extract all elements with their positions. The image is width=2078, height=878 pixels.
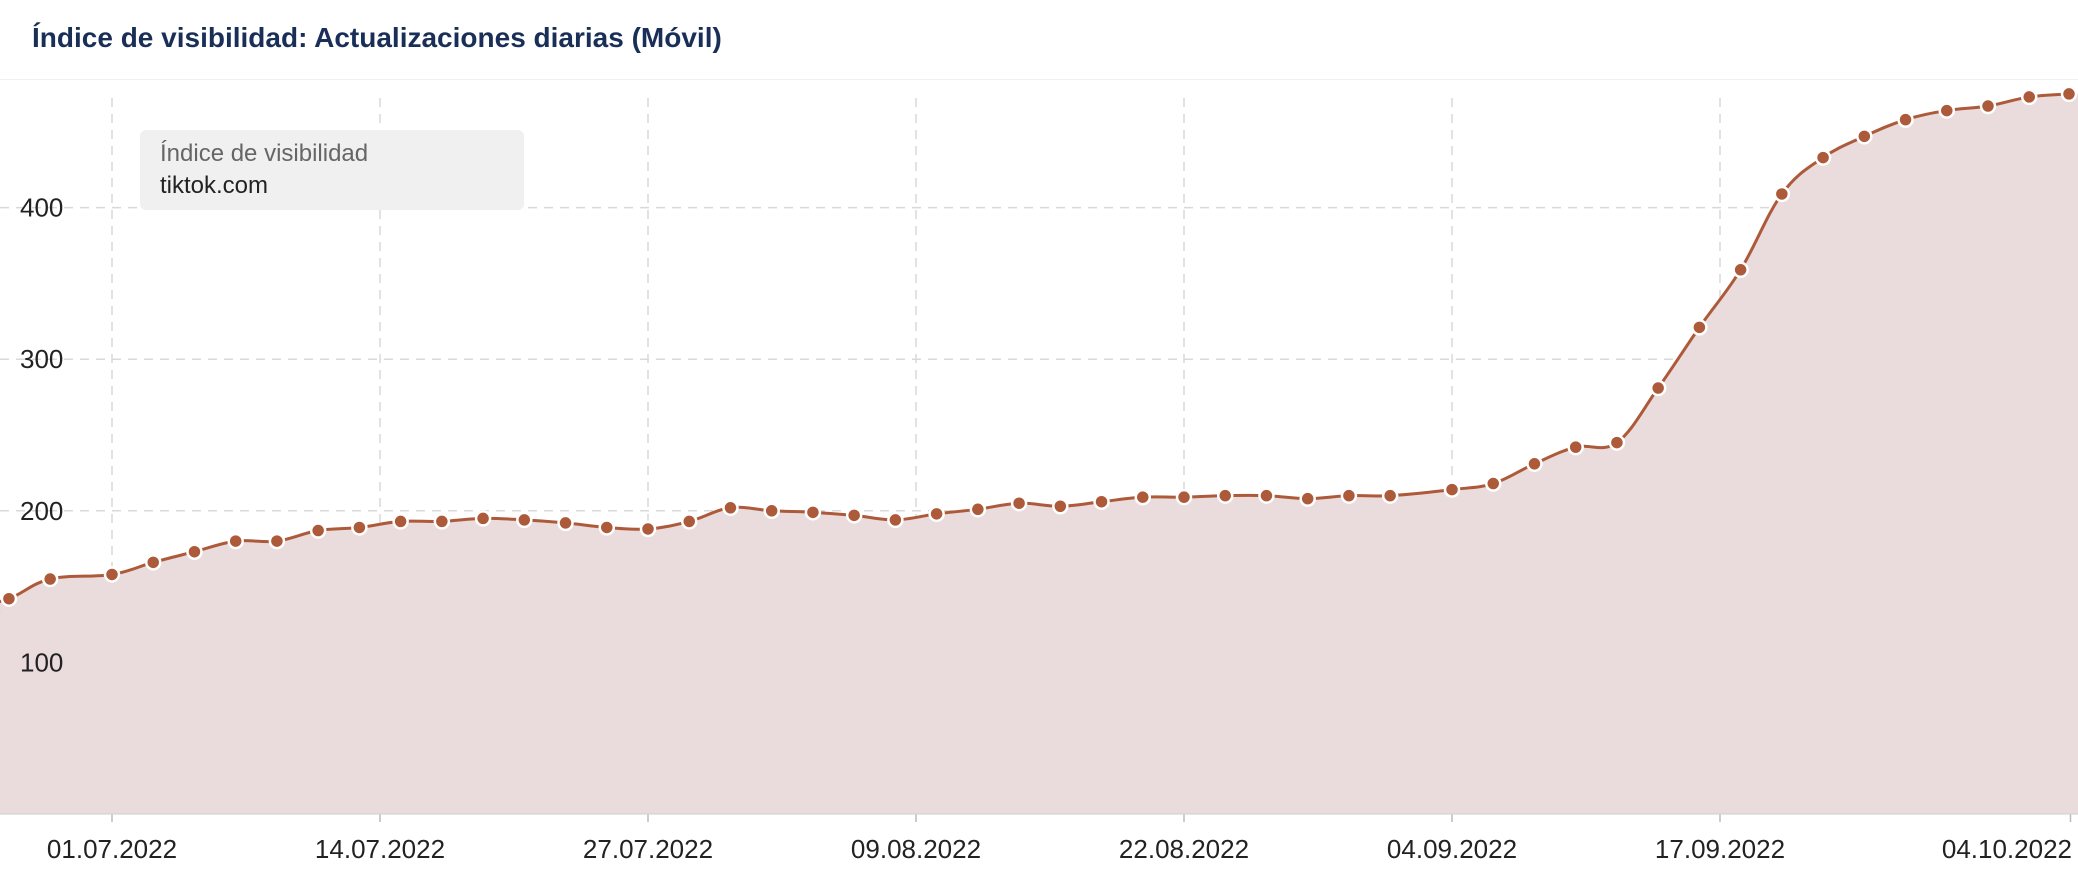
data-point[interactable] bbox=[1258, 487, 1275, 504]
x-tick-label: 04.10.2022 bbox=[1942, 834, 2072, 864]
x-tick-label: 17.09.2022 bbox=[1655, 834, 1785, 864]
x-tick-label: 22.08.2022 bbox=[1119, 834, 1249, 864]
data-point[interactable] bbox=[1216, 487, 1234, 504]
data-point[interactable] bbox=[1732, 261, 1749, 279]
area-fill bbox=[0, 93, 2078, 814]
data-point[interactable] bbox=[1175, 488, 1193, 506]
data-point[interactable] bbox=[144, 554, 162, 571]
data-point[interactable] bbox=[186, 543, 203, 560]
data-point[interactable] bbox=[268, 532, 286, 550]
data-point[interactable] bbox=[804, 504, 822, 521]
data-point[interactable] bbox=[845, 507, 863, 524]
data-point[interactable] bbox=[2020, 88, 2038, 106]
data-point[interactable] bbox=[1897, 111, 1914, 128]
data-point[interactable] bbox=[1814, 149, 1832, 166]
data-point[interactable] bbox=[1093, 493, 1110, 510]
data-point[interactable] bbox=[763, 502, 780, 520]
legend-metric-label: Índice de visibilidad bbox=[160, 140, 369, 167]
data-point[interactable] bbox=[639, 520, 657, 538]
y-tick-label: 300 bbox=[20, 344, 63, 374]
legend-tooltip: Índice de visibilidad tiktok.com bbox=[140, 130, 524, 210]
data-point[interactable] bbox=[1484, 475, 1502, 492]
data-point[interactable] bbox=[351, 519, 368, 536]
x-tick-label: 04.09.2022 bbox=[1387, 834, 1517, 864]
data-point[interactable] bbox=[887, 511, 904, 529]
x-tick-label: 09.08.2022 bbox=[851, 834, 981, 864]
data-point[interactable] bbox=[557, 514, 574, 532]
data-point[interactable] bbox=[1691, 319, 1708, 336]
data-point[interactable] bbox=[1340, 487, 1358, 504]
data-point[interactable] bbox=[1773, 185, 1791, 203]
data-point[interactable] bbox=[1299, 490, 1316, 507]
legend-series-name: tiktok.com bbox=[160, 172, 269, 199]
data-point[interactable] bbox=[433, 513, 451, 530]
x-tick-label: 14.07.2022 bbox=[315, 834, 445, 864]
data-point[interactable] bbox=[516, 511, 533, 529]
x-tick-label: 01.07.2022 bbox=[47, 834, 177, 864]
data-point[interactable] bbox=[1856, 128, 1873, 145]
data-point[interactable] bbox=[722, 499, 739, 517]
y-tick-label: 200 bbox=[20, 496, 63, 526]
data-point[interactable] bbox=[1608, 434, 1626, 451]
x-axis-labels: 01.07.2022 14.07.2022 27.07.2022 09.08.2022… bbox=[47, 834, 2072, 864]
data-point[interactable] bbox=[1381, 487, 1399, 504]
y-tick-label: 100 bbox=[20, 647, 63, 677]
x-tick-label: 27.07.2022 bbox=[583, 834, 713, 864]
chart-title: Índice de visibilidad: Actualizaciones d… bbox=[32, 22, 722, 53]
data-point[interactable] bbox=[1567, 438, 1584, 456]
data-point[interactable] bbox=[1526, 455, 1543, 473]
data-point[interactable] bbox=[1134, 488, 1152, 506]
data-point[interactable] bbox=[1010, 494, 1028, 512]
data-point[interactable] bbox=[598, 519, 616, 536]
data-point[interactable] bbox=[680, 513, 698, 530]
data-point[interactable] bbox=[0, 590, 18, 607]
data-point[interactable] bbox=[227, 532, 244, 550]
data-point[interactable] bbox=[474, 510, 492, 527]
data-point[interactable] bbox=[1649, 379, 1667, 397]
data-points bbox=[0, 85, 2078, 607]
y-tick-label: 400 bbox=[20, 193, 63, 223]
y-axis-labels: 100 200 300 400 bbox=[20, 193, 63, 678]
data-point[interactable] bbox=[1443, 481, 1461, 498]
data-point[interactable] bbox=[1938, 102, 1956, 119]
data-point[interactable] bbox=[969, 501, 987, 518]
data-point[interactable] bbox=[1052, 498, 1069, 515]
chart-header: Índice de visibilidad: Actualizaciones d… bbox=[0, 0, 2078, 80]
data-point[interactable] bbox=[928, 505, 945, 523]
data-point[interactable] bbox=[1979, 97, 1997, 115]
data-point[interactable] bbox=[392, 513, 409, 530]
data-point[interactable] bbox=[309, 522, 327, 539]
data-point[interactable] bbox=[41, 570, 59, 588]
data-point[interactable] bbox=[103, 566, 121, 583]
data-point[interactable] bbox=[2060, 85, 2078, 103]
